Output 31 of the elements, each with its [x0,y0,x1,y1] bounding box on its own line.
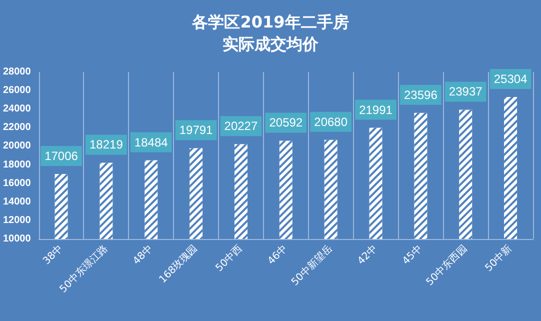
x-tick-label: 50中东西园 [424,242,470,288]
data-label: 23937 [448,84,483,99]
x-tick-label: 38中 [40,242,66,267]
y-tick-label: 18000 [2,159,32,170]
y-tick-label: 28000 [2,66,32,78]
x-tick-label: 42中 [355,242,380,267]
chart-title: 各学区2019年二手房实际成交均价 [191,12,349,54]
y-tick-label: 16000 [2,178,32,189]
x-tick-label: 50中西 [213,242,245,274]
data-label: 18219 [90,138,124,152]
x-tick-label: 45中 [400,242,425,267]
x-tick-label: 46中 [265,242,290,267]
x-tick-label: 48中 [130,242,156,267]
data-label: 20227 [224,119,258,134]
y-tick-label: 20000 [2,140,32,152]
y-tick-label: 14000 [2,196,32,208]
data-label: 20592 [269,116,303,130]
data-label: 25304 [494,72,528,86]
x-tick-label: 50中新望岳 [288,242,335,288]
y-tick-label: 10000 [2,234,32,244]
data-label: 20680 [314,114,348,129]
y-tick-label: 12000 [2,214,32,226]
y-tick-label: 22000 [2,122,32,134]
y-tick-label: 24000 [2,104,32,115]
data-label: 17006 [44,149,78,163]
data-label: 21991 [359,102,393,117]
x-tick-label: 50中新 [482,242,514,274]
data-label: 18484 [134,135,168,150]
y-tick-label: 26000 [2,85,32,96]
data-label: 19791 [179,123,214,138]
data-label: 23596 [404,88,438,102]
